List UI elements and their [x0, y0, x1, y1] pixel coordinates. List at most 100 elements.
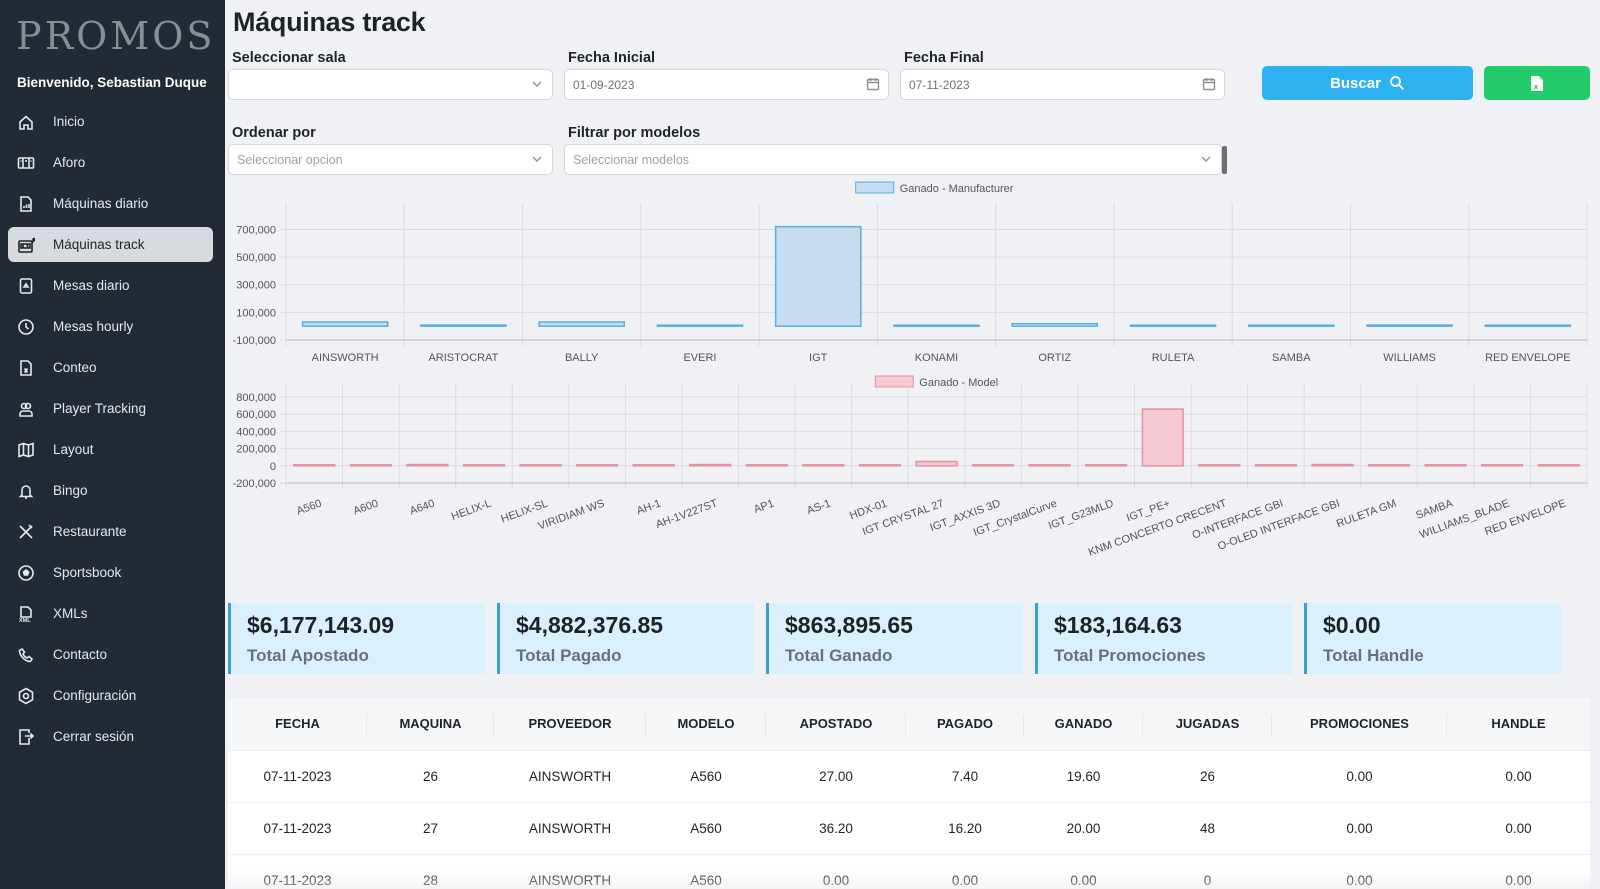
chevron-down-icon: [530, 77, 544, 91]
bar-igt: [774, 225, 862, 327]
sidebar-item-label: Máquinas track: [53, 237, 145, 252]
bell-icon: [16, 481, 36, 501]
table-row[interactable]: 07-11-2023 28 AINSWORTH A560 0.00 0.00 0.00 0 0.…: [228, 854, 1590, 889]
sidebar-item-mesas-diario[interactable]: Mesas diario: [8, 268, 213, 303]
sidebar-item-xmls[interactable]: XML XMLs: [8, 596, 213, 631]
cell-handle: 0.00: [1505, 820, 1532, 836]
table-header-row: FECHA MAQUINA PROVEEDOR MODELO APOSTADO PAGAD…: [228, 698, 1590, 750]
data-table: FECHA MAQUINA PROVEEDOR MODELO APOSTADO PAGAD…: [228, 698, 1590, 889]
bar-as-1: [802, 464, 845, 467]
legend-label: Ganado - Model: [919, 377, 998, 389]
column-header-proveedor[interactable]: PROVEEDOR: [494, 698, 646, 750]
model-chart: Ganado - Model 800,000 600,000 400,000 200,0…: [225, 372, 1600, 572]
column-header-jugadas[interactable]: JUGADAS: [1143, 698, 1272, 750]
sidebar-item-maquinas-track[interactable]: Máquinas track: [8, 227, 213, 262]
bar-konami: [893, 324, 980, 327]
column-header-ganado[interactable]: GANADO: [1024, 698, 1143, 750]
welcome-message: Bienvenido, Sebastian Duque: [17, 75, 207, 90]
column-header-maquina[interactable]: MAQUINA: [367, 698, 494, 750]
settings-icon: [16, 686, 36, 706]
resize-handle[interactable]: [1222, 146, 1227, 174]
home-icon: [16, 112, 36, 132]
cell-apostado: 27.00: [819, 768, 853, 784]
sidebar-item-maquinas-diario[interactable]: Máquinas diario: [8, 186, 213, 221]
ordenar-select[interactable]: Seleccionar opcion: [228, 144, 553, 175]
x-tick-label: SAMBA: [1272, 352, 1311, 364]
sidebar-item-aforo[interactable]: Aforo: [8, 145, 213, 180]
cell-jugadas: 26: [1199, 768, 1216, 784]
sidebar-item-label: Sportsbook: [53, 565, 122, 580]
y-tick-label: 600,000: [236, 409, 276, 421]
sidebar-item-configuracion[interactable]: Configuración: [8, 678, 213, 713]
table-row[interactable]: 07-11-2023 27 AINSWORTH A560 36.20 16.20 20.00…: [228, 802, 1590, 854]
x-tick-label: RULETA GM: [1335, 498, 1398, 531]
modelos-select[interactable]: Seleccionar modelos: [564, 144, 1222, 175]
sala-select[interactable]: [228, 69, 553, 100]
bar-aristocrat: [420, 324, 507, 327]
file-excel-icon: [16, 358, 36, 378]
logout-icon: [16, 727, 36, 747]
x-tick-label: ORTIZ: [1038, 352, 1071, 364]
x-tick-label: WILLIAMS: [1383, 352, 1436, 364]
sidebar-nav: Inicio Aforo Máquinas diario Máquinas track…: [8, 104, 213, 760]
sidebar-item-sportsbook[interactable]: Sportsbook: [8, 555, 213, 590]
sidebar-item-contacto[interactable]: Contacto: [8, 637, 213, 672]
sidebar-item-label: Aforo: [53, 155, 86, 170]
sidebar-item-restaurante[interactable]: Restaurante: [8, 514, 213, 549]
sidebar-item-player-tracking[interactable]: Player Tracking: [8, 391, 213, 426]
column-header-pagado[interactable]: PAGADO: [906, 698, 1024, 750]
bar-a560: [293, 464, 336, 467]
bar-williams: [1366, 324, 1453, 327]
ordenar-placeholder: Seleccionar opcion: [237, 152, 343, 167]
column-header-promociones[interactable]: PROMOCIONES: [1272, 698, 1447, 750]
sidebar-item-conteo[interactable]: Conteo: [8, 350, 213, 385]
sidebar-item-cerrar-sesion[interactable]: Cerrar sesión: [8, 719, 213, 754]
fecha-inicial-input[interactable]: 01-09-2023: [564, 69, 889, 100]
svg-text:XML: XML: [19, 618, 31, 623]
cell-jugadas: 48: [1199, 820, 1216, 836]
calendar-icon[interactable]: [1202, 77, 1216, 91]
sidebar-item-label: Inicio: [53, 114, 85, 129]
y-tick-label: 0: [270, 461, 276, 473]
soccer-ball-icon: [16, 563, 36, 583]
column-header-handle[interactable]: HANDLE: [1491, 716, 1546, 732]
table-row[interactable]: 07-11-2023 26 AINSWORTH A560 27.00 7.40 19.60 2…: [228, 750, 1590, 802]
buscar-button[interactable]: Buscar: [1262, 66, 1473, 100]
x-tick-label: ARISTOCRAT: [428, 352, 498, 364]
sidebar-item-layout[interactable]: Layout: [8, 432, 213, 467]
bar-igt-crystal-27: [915, 460, 958, 467]
fecha-final-input[interactable]: 07-11-2023: [900, 69, 1225, 100]
y-tick-label: -200,000: [233, 478, 276, 490]
export-excel-button[interactable]: x: [1484, 66, 1590, 100]
x-tick-label: AH-1: [635, 498, 663, 518]
users-icon: [16, 399, 36, 419]
x-tick-label: AP1: [752, 498, 776, 516]
calendar-icon[interactable]: [866, 77, 880, 91]
bar-red-envelope: [1484, 324, 1572, 327]
ordenar-label: Ordenar por: [232, 125, 316, 141]
x-tick-label: RED ENVELOPE: [1485, 352, 1571, 364]
sidebar-item-label: Layout: [53, 442, 94, 457]
bar-samba: [1247, 324, 1335, 327]
cell-pagado: 16.20: [948, 820, 982, 836]
sidebar-item-mesas-hourly[interactable]: Mesas hourly: [8, 309, 213, 344]
column-header-modelo[interactable]: MODELO: [646, 698, 766, 750]
bar-ah-1v227st: [689, 463, 732, 467]
cell-pagado: 7.40: [951, 768, 979, 784]
sidebar-item-bingo[interactable]: Bingo: [8, 473, 213, 508]
sidebar-item-label: Conteo: [53, 360, 97, 375]
y-tick-label: 500,000: [236, 252, 276, 264]
cell-ganado: 20.00: [1066, 820, 1101, 836]
bar-bally: [538, 321, 626, 327]
y-tick-label: 200,000: [236, 444, 276, 456]
stat-label: Total Ganado: [785, 646, 893, 665]
sidebar-item-label: Máquinas diario: [53, 196, 149, 211]
utensils-icon: [16, 522, 36, 542]
buscar-label: Buscar: [1330, 74, 1381, 92]
bar-helix-sl: [519, 464, 562, 467]
sidebar-item-inicio[interactable]: Inicio: [8, 104, 213, 139]
column-header-apostado[interactable]: APOSTADO: [766, 698, 906, 750]
column-header-fecha[interactable]: FECHA: [228, 698, 367, 750]
x-tick-label: BALLY: [565, 352, 599, 364]
bar-o-oled-interface-gbi: [1311, 463, 1354, 467]
